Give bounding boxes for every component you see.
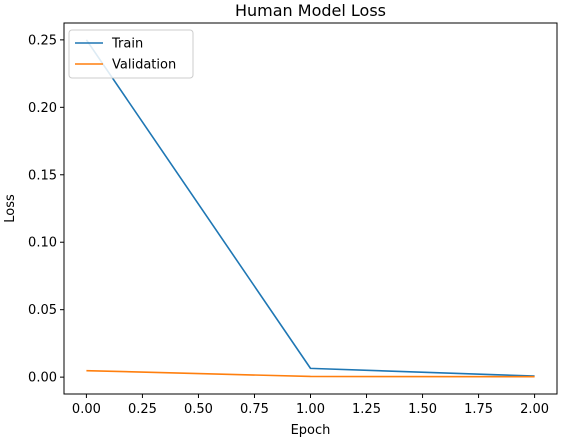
series-line-train [86,40,534,376]
legend-label-train: Train [111,37,143,52]
x-axis-label: Epoch [291,423,331,438]
x-tick-label: 1.25 [352,402,381,417]
y-tick-label: 0.05 [28,303,57,318]
chart-title: Human Model Loss [235,1,386,20]
plot-area: 0.00 0.25 0.50 0.75 1.00 1.25 1.50 1.75 2.00 0.00… [28,23,557,417]
y-tick-label: 0.25 [28,33,57,48]
x-tick-label: 2.00 [520,402,549,417]
y-tick-label: 0.00 [28,371,57,386]
x-tick-label: 0.00 [72,402,101,417]
y-tick-label: 0.10 [28,236,57,251]
x-tick-label: 0.75 [240,402,269,417]
x-tick-label: 1.50 [408,402,437,417]
y-tick-label: 0.15 [28,168,57,183]
x-tick-label: 1.75 [464,402,493,417]
x-tick-label: 0.50 [184,402,213,417]
x-tick-label: 1.00 [296,402,325,417]
legend-label-validation: Validation [112,58,176,73]
y-tick-label: 0.20 [28,101,57,116]
legend: Train Validation [69,30,193,78]
x-tick-label: 0.25 [128,402,157,417]
y-axis-label: Loss [3,194,18,223]
axes-frame [64,23,557,394]
